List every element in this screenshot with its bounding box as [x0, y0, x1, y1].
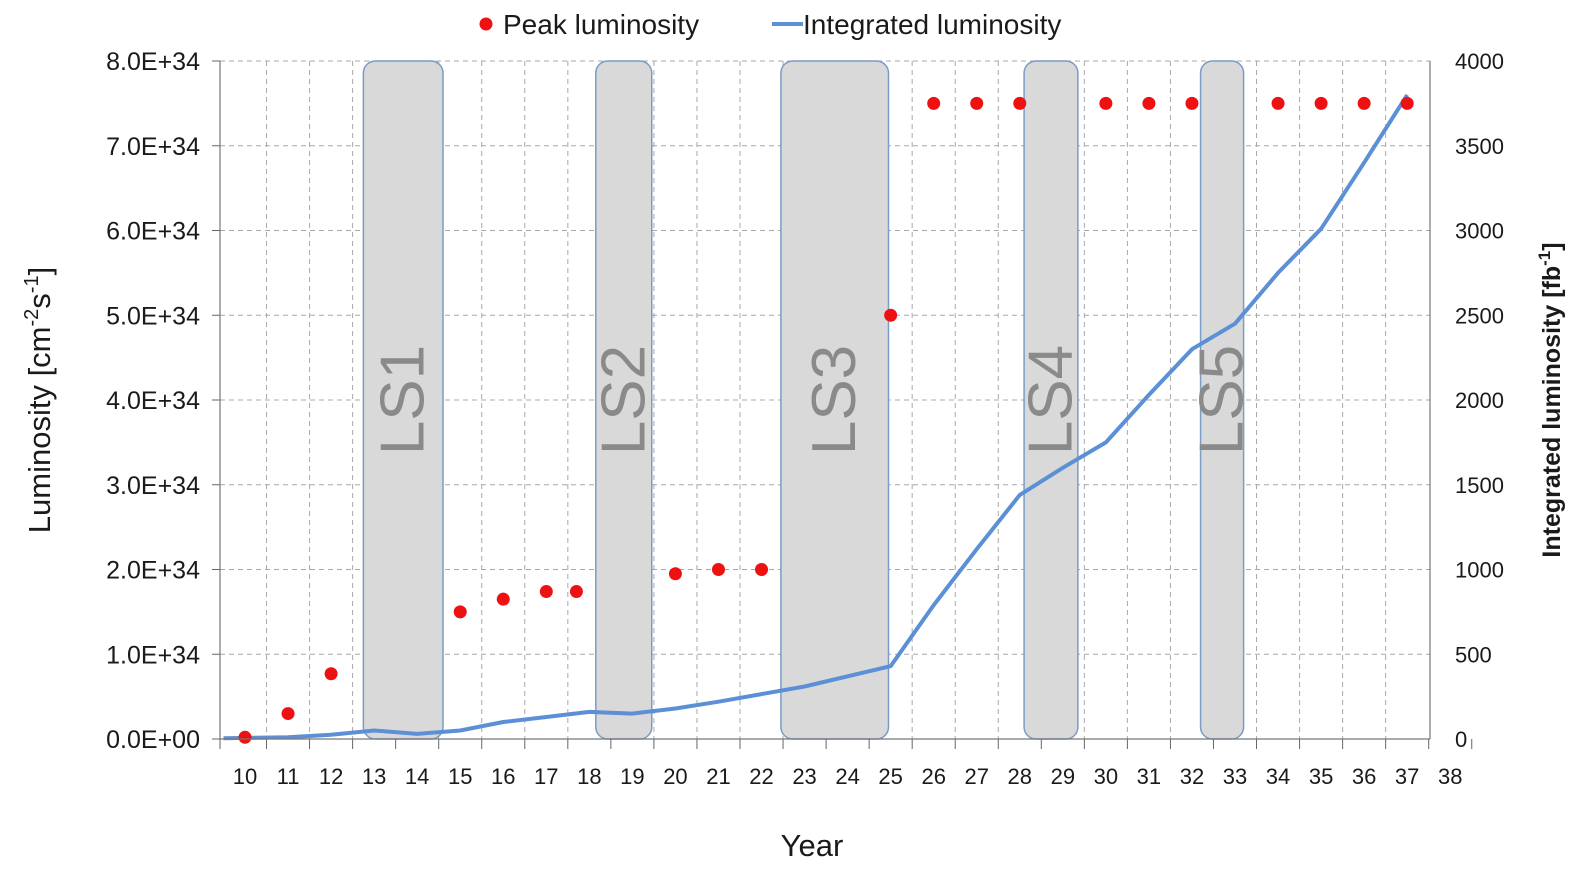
peak-luminosity-point	[281, 707, 295, 721]
peak-luminosity-series	[238, 96, 1414, 744]
x-tick-label: 18	[577, 764, 601, 789]
x-tick-label: 16	[491, 764, 515, 789]
x-tick-label: 36	[1352, 764, 1376, 789]
peak-luminosity-point	[668, 567, 682, 581]
peak-luminosity-point	[755, 563, 769, 576]
peak-luminosity-point	[539, 585, 553, 599]
peak-luminosity-point	[884, 308, 898, 322]
y-tick-label: 8.0E+34	[106, 48, 200, 76]
y-axis-title-mid: s	[22, 293, 57, 309]
peak-luminosity-point	[238, 730, 252, 744]
peak-luminosity-point	[927, 96, 941, 110]
shutdown-label-ls1: LS1	[369, 345, 438, 455]
x-tick-label: 22	[749, 764, 773, 789]
x-tick-label: 12	[319, 764, 343, 789]
y-axis-title-end: ]	[22, 267, 57, 276]
peak-luminosity-point	[1099, 96, 1113, 110]
x-tick-label: 30	[1094, 764, 1118, 789]
y2-tick-label: 1500	[1455, 473, 1504, 498]
x-tick-label: 13	[362, 764, 386, 789]
x-tick-label: 38	[1438, 764, 1462, 789]
y-axis-title-main: Luminosity [cm	[22, 326, 57, 533]
peak-luminosity-point	[324, 667, 338, 681]
x-tick-label: 23	[792, 764, 816, 789]
x-tick-label: 28	[1008, 764, 1032, 789]
y2-tick-label: 0	[1455, 727, 1467, 752]
y-tick-label: 3.0E+34	[106, 472, 200, 500]
y2-tick-label: 2000	[1455, 388, 1504, 413]
x-tick-label: 21	[706, 764, 730, 789]
y2-axis-title: Integrated luminosity [fb-1]	[1535, 242, 1566, 557]
y2-tick-label: 3500	[1455, 134, 1504, 159]
x-tick-label: 14	[405, 764, 429, 789]
y-tick-label: 0.0E+00	[106, 726, 200, 754]
shutdown-label-ls5: LS5	[1188, 345, 1257, 455]
peak-luminosity-point	[970, 96, 984, 110]
legend-label-peak: Peak luminosity	[503, 9, 699, 40]
peak-luminosity-point	[1142, 96, 1156, 110]
x-tick-label: 32	[1180, 764, 1204, 789]
y2-axis-title-end: ]	[1538, 242, 1566, 250]
shutdown-label-ls3: LS3	[800, 345, 869, 455]
x-tick-label: 37	[1395, 764, 1419, 789]
x-tick-label: 10	[233, 764, 257, 789]
shutdown-bands: LS1 LS2 LS3 LS4 LS5	[362, 60, 1257, 740]
x-tick-label: 26	[921, 764, 945, 789]
axes: 0.0E+00 1.0E+34 2.0E+34 3.0E+34 4.0E+34 5.0E+…	[106, 48, 1504, 789]
x-tick-label: 35	[1309, 764, 1333, 789]
y-tick-label: 2.0E+34	[106, 557, 200, 585]
y2-tick-label: 3000	[1455, 219, 1504, 244]
x-tick-label: 20	[663, 764, 687, 789]
x-tick-label: 29	[1051, 764, 1075, 789]
legend-label-integrated: Integrated luminosity	[803, 9, 1061, 40]
y2-tick-label: 4000	[1455, 49, 1504, 74]
y-tick-label: 6.0E+34	[106, 218, 200, 246]
x-tick-label: 11	[277, 764, 300, 789]
y-tick-label: 4.0E+34	[106, 387, 200, 415]
peak-luminosity-point	[1314, 96, 1328, 110]
peak-luminosity-point	[1400, 96, 1414, 110]
peak-luminosity-point	[569, 585, 583, 599]
peak-luminosity-point	[711, 563, 725, 576]
y-axis-title-sup1: -2	[21, 309, 43, 327]
peak-luminosity-point	[1185, 96, 1199, 110]
legend-marker-peak	[479, 17, 493, 31]
x-tick-label: 24	[835, 764, 859, 789]
legend: Peak luminosity Integrated luminosity	[479, 9, 1061, 40]
y-axis-title: Luminosity [cm-2s-1]	[21, 267, 57, 533]
x-tick-label: 33	[1223, 764, 1247, 789]
y2-tick-label: 500	[1455, 642, 1492, 667]
peak-luminosity-point	[1271, 96, 1285, 110]
y2-axis-title-main: Integrated luminosity [fb	[1538, 266, 1566, 558]
x-axis-title: Year	[781, 828, 844, 863]
y-axis-title-sup2: -1	[21, 275, 43, 293]
y2-axis-title-sup: -1	[1535, 251, 1554, 266]
y-tick-label: 7.0E+34	[106, 133, 200, 161]
peak-luminosity-point	[1357, 96, 1371, 110]
integrated-luminosity-line	[223, 93, 1409, 741]
y-tick-label: 1.0E+34	[106, 641, 200, 669]
x-tick-label: 19	[620, 764, 644, 789]
peak-luminosity-point	[496, 592, 510, 606]
y-tick-label: 5.0E+34	[106, 302, 200, 330]
y2-tick-label: 1000	[1455, 558, 1504, 583]
x-tick-label: 15	[448, 764, 472, 789]
x-tick-label: 27	[964, 764, 988, 789]
x-tick-label: 17	[534, 764, 558, 789]
y2-tick-label: 2500	[1455, 303, 1504, 328]
shutdown-label-ls4: LS4	[1016, 345, 1085, 455]
x-tick-label: 25	[878, 764, 902, 789]
integrated-luminosity-series	[223, 93, 1409, 741]
peak-luminosity-point	[1013, 96, 1027, 110]
peak-luminosity-point	[453, 605, 467, 619]
x-tick-label: 31	[1137, 764, 1161, 789]
shutdown-label-ls2: LS2	[589, 345, 658, 455]
x-tick-label: 34	[1266, 764, 1290, 789]
